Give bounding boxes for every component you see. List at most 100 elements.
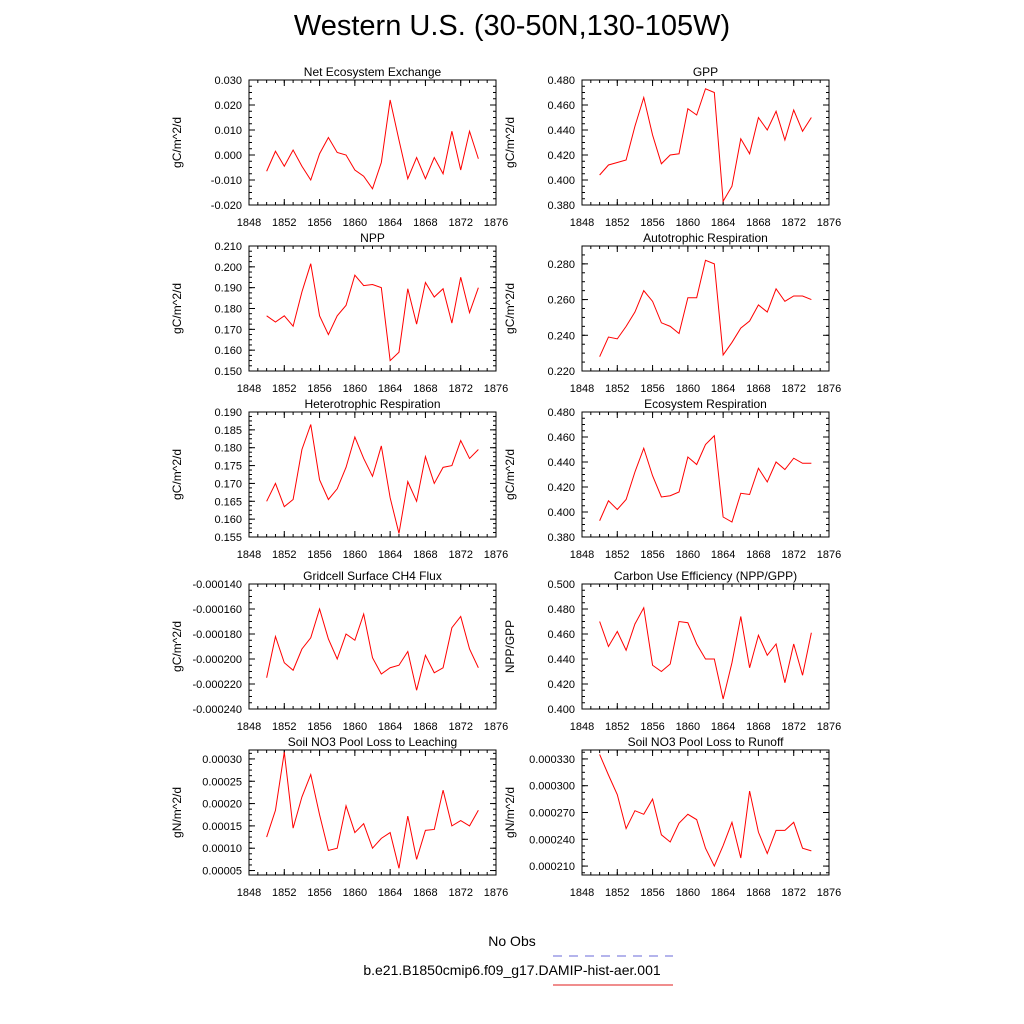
x-tick-label: 1860 [343, 383, 367, 395]
data-point [670, 495, 671, 496]
data-point [678, 823, 679, 824]
data-point [652, 301, 653, 302]
data-point [390, 832, 391, 833]
y-tick-label: 0.400 [547, 704, 575, 716]
data-point [652, 799, 653, 800]
data-point [608, 500, 609, 501]
plot-frame [581, 245, 830, 372]
data-point [425, 456, 426, 457]
data-point [793, 643, 794, 644]
data-point [714, 263, 715, 264]
y-axis-label: NPP/GPP [503, 620, 517, 673]
data-point [608, 164, 609, 165]
data-point [793, 295, 794, 296]
data-point [398, 665, 399, 666]
data-point [266, 171, 267, 172]
y-tick-label: 0.170 [214, 478, 242, 490]
data-point [451, 322, 452, 323]
data-point [398, 868, 399, 869]
data-point [293, 149, 294, 150]
x-tick-label: 1852 [605, 383, 629, 395]
data-point [310, 179, 311, 180]
data-point [758, 635, 759, 636]
x-tick-label: 1852 [272, 721, 296, 733]
data-point [608, 336, 609, 337]
data-point [425, 655, 426, 656]
data-point [599, 754, 600, 755]
data-point [758, 304, 759, 305]
data-point [723, 845, 724, 846]
x-tick-label: 1864 [711, 887, 735, 899]
data-point [416, 501, 417, 502]
data-point [319, 315, 320, 316]
data-point [390, 667, 391, 668]
data-point [599, 621, 600, 622]
data-point [696, 297, 697, 298]
data-point [661, 163, 662, 164]
plot-frame [248, 245, 497, 372]
data-point [811, 299, 812, 300]
data-point [284, 662, 285, 663]
data-point [469, 312, 470, 313]
data-point [802, 848, 803, 849]
x-tick-label: 1852 [272, 383, 296, 395]
data-point [634, 810, 635, 811]
panel-ecosystem-respiration: Ecosystem Respiration gC/m^2/d 1848 1852 185… [503, 397, 841, 561]
data-point [634, 623, 635, 624]
data-point [626, 159, 627, 160]
data-point [740, 857, 741, 858]
data-point [661, 671, 662, 672]
data-point [372, 476, 373, 477]
data-point [310, 637, 311, 638]
data-point [802, 295, 803, 296]
data-point [678, 621, 679, 622]
data-point [345, 305, 346, 306]
data-point [407, 178, 408, 179]
data-point [284, 315, 285, 316]
data-point [469, 458, 470, 459]
data-point [775, 288, 776, 289]
x-tick-label: 1848 [237, 383, 261, 395]
data-point [687, 108, 688, 109]
data-point [643, 290, 644, 291]
data-point [723, 698, 724, 699]
data-point [390, 99, 391, 100]
legend-line-series [553, 984, 673, 986]
y-tick-label: 0.000 [214, 150, 242, 162]
data-point [460, 169, 461, 170]
data-point [811, 632, 812, 633]
data-point [442, 467, 443, 468]
data-point [617, 338, 618, 339]
y-tick-label: 0.400 [547, 507, 575, 519]
y-tick-label: 0.010 [214, 125, 242, 137]
data-point [381, 838, 382, 839]
data-point [407, 481, 408, 482]
data-point [354, 436, 355, 437]
data-point [310, 263, 311, 264]
y-axis-label: gC/m^2/d [170, 117, 184, 168]
data-point [266, 315, 267, 316]
panel-title: Net Ecosystem Exchange [304, 65, 442, 79]
data-point [451, 131, 452, 132]
data-point [749, 667, 750, 668]
data-point [293, 828, 294, 829]
panel-soil-no3-pool-loss-to-runoff: Soil NO3 Pool Loss to Runoff gN/m^2/d 1848… [503, 735, 841, 899]
y-tick-label: 0.500 [547, 579, 575, 591]
data-point [731, 662, 732, 663]
y-tick-label: 0.00010 [202, 843, 242, 855]
data-point [652, 475, 653, 476]
data-point [723, 354, 724, 355]
plot-frame [581, 411, 830, 538]
data-point [451, 465, 452, 466]
x-tick-label: 1860 [676, 721, 700, 733]
data-point [434, 672, 435, 673]
data-point [617, 631, 618, 632]
y-tick-label: 0.440 [547, 654, 575, 666]
x-tick-label: 1868 [413, 383, 437, 395]
y-tick-label: 0.220 [547, 366, 575, 378]
x-tick-label: 1852 [272, 217, 296, 229]
y-tick-label: 0.175 [214, 461, 242, 473]
x-tick-label: 1856 [307, 217, 331, 229]
data-point [363, 285, 364, 286]
